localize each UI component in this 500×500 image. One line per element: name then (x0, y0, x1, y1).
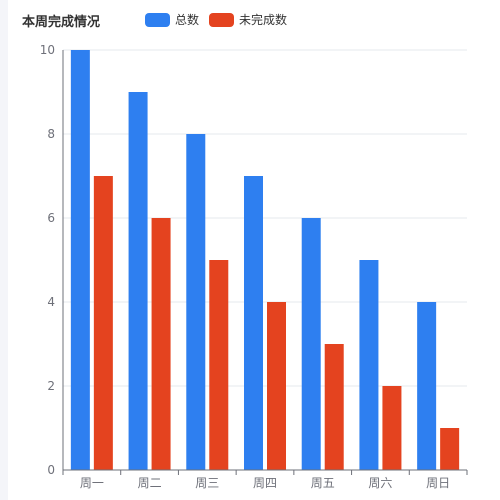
legend-label-unfinished: 未完成数 (239, 13, 288, 27)
legend-item-total[interactable]: 总数 (145, 11, 199, 28)
legend-swatch-total (145, 12, 170, 27)
bar-total-6[interactable] (417, 302, 437, 470)
legend-item-unfinished[interactable]: 未完成数 (209, 11, 287, 28)
y-tick-label: 8 (47, 127, 55, 141)
legend: 总数 未完成数 (145, 11, 297, 28)
bar-total-4[interactable] (301, 218, 321, 470)
x-tick-label: 周三 (195, 476, 219, 490)
grid-lines (63, 49, 467, 387)
bar-unfinished-6[interactable] (440, 428, 460, 470)
bar-total-3[interactable] (244, 176, 263, 470)
x-tick-label: 周四 (253, 476, 277, 490)
x-tick-label: 周六 (368, 476, 392, 490)
y-axis-labels: 0 2 4 6 8 10 (40, 43, 55, 477)
x-tick-label: 周日 (426, 476, 450, 490)
bar-total-5[interactable] (359, 260, 379, 470)
bars (70, 50, 460, 470)
bar-unfinished-3[interactable] (267, 302, 286, 470)
axes (62, 50, 468, 475)
x-tick-label: 周五 (311, 476, 335, 490)
y-tick-label: 0 (47, 463, 55, 477)
bar-unfinished-2[interactable] (209, 260, 229, 470)
x-tick-label: 周一 (80, 476, 104, 490)
x-axis-labels: 周一 周二 周三 周四 周五 周六 周日 (80, 476, 450, 490)
bar-unfinished-0[interactable] (93, 176, 113, 470)
bar-total-1[interactable] (128, 92, 148, 470)
bar-unfinished-1[interactable] (151, 218, 171, 470)
bar-total-0[interactable] (70, 50, 90, 470)
y-tick-label: 4 (47, 295, 55, 309)
bar-unfinished-4[interactable] (324, 344, 344, 470)
y-tick-label: 6 (47, 211, 55, 225)
y-tick-label: 10 (40, 43, 55, 57)
chart-title: 本周完成情况 (22, 15, 101, 30)
legend-swatch-unfinished (209, 12, 235, 27)
legend-label-total: 总数 (175, 13, 200, 27)
bar-unfinished-5[interactable] (382, 386, 402, 470)
x-tick-label: 周二 (138, 476, 162, 490)
y-tick-label: 2 (47, 379, 55, 393)
bar-total-2[interactable] (186, 134, 206, 470)
